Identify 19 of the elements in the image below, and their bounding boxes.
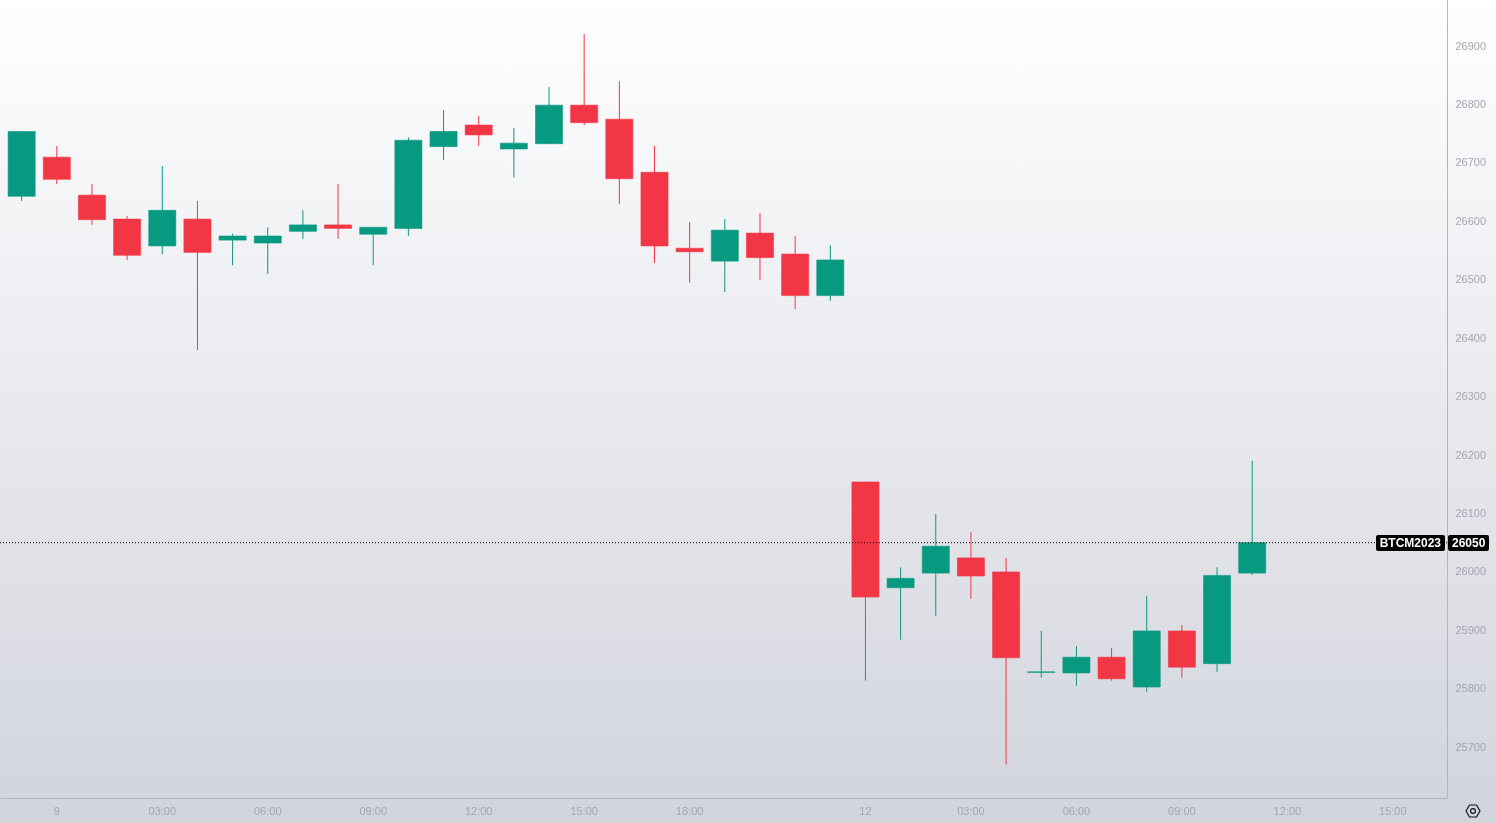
y-tick-label: 26900 (1455, 39, 1487, 52)
candlestick (500, 127, 528, 179)
y-tick-label: 26600 (1455, 214, 1487, 227)
y-tick-label: 26300 (1455, 390, 1487, 403)
y-tick-label: 26800 (1455, 98, 1487, 111)
candlestick (1027, 630, 1056, 679)
candlestick (289, 209, 317, 240)
y-tick-label: 26000 (1455, 565, 1487, 578)
y-tick-label: 26400 (1455, 331, 1487, 344)
ref-line-label: BTCM2023 (1375, 534, 1445, 551)
candlestick (218, 233, 247, 266)
y-tick-label: 26200 (1455, 448, 1487, 461)
y-tick-label: 26700 (1455, 156, 1487, 169)
y-tick-label: 26500 (1455, 273, 1487, 286)
candlestick (324, 183, 352, 240)
y-tick-label: 26100 (1455, 507, 1487, 519)
candlestick (886, 566, 915, 641)
candlestick (675, 221, 704, 284)
text: 26050 (1448, 534, 1490, 551)
